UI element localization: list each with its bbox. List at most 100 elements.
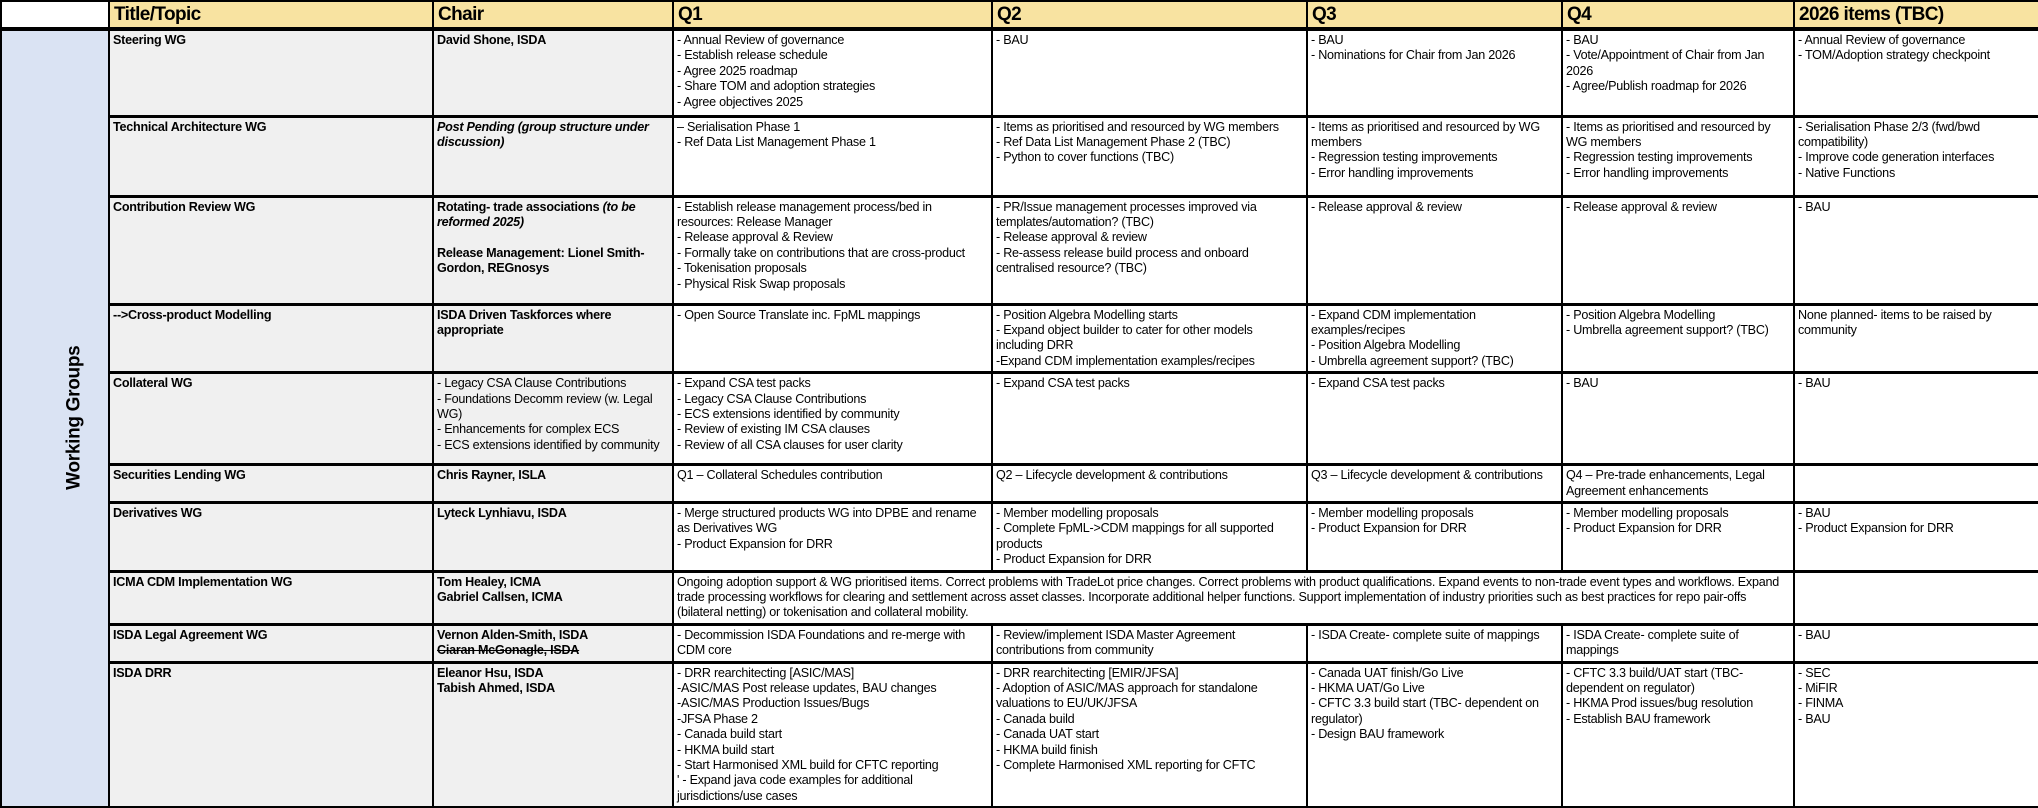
q3-cell: - Expand CDM implementation examples/rec…	[1306, 302, 1563, 374]
list-item: - Position Algebra Modelling starts	[996, 307, 1178, 322]
list-item: - ISDA Create- complete suite of mapping…	[1566, 627, 1739, 658]
list-item: - CFTC 3.3 build start (TBC- dependent o…	[1311, 696, 1539, 726]
table-row: Derivatives WG Lyteck Lynhiavu, ISDA - Mer…	[1, 500, 2038, 573]
list-item: - BAU	[1798, 627, 1831, 642]
chair-line: - ECS extensions identified by community	[437, 438, 669, 453]
topic-title: Contribution Review WG	[108, 194, 434, 305]
list-item: - Product Expansion for DRR	[996, 552, 1152, 567]
list-item: - PR/Issue management processes improved…	[996, 199, 1257, 229]
chair-text: - Enhancements for complex ECS	[437, 422, 620, 437]
q4-cell: - BAU	[1561, 371, 1795, 466]
q4-cell: - CFTC 3.3 build/UAT start (TBC-dependen…	[1561, 660, 1795, 808]
list-item: - Start Harmonised XML build for CFTC re…	[677, 758, 939, 773]
q4-cell: - Release approval & review	[1561, 194, 1795, 305]
q3-cell: Q3 – Lifecycle development & contributio…	[1306, 463, 1563, 504]
list-item: - Release approval & review	[996, 230, 1147, 245]
list-item: - Merge structured products WG into DPBE…	[677, 505, 977, 536]
chair-cell: Chris Rayner, ISLA	[432, 463, 674, 504]
items-2026-cell: - BAU - Product Expansion for DRR	[1793, 500, 2038, 573]
list-item: - Product Expansion for DRR	[1566, 521, 1722, 536]
chair-text: Post Pending (group structure under disc…	[437, 119, 649, 149]
chair-text: Chris Rayner, ISLA	[437, 468, 546, 483]
chair-text: Rotating- trade associations	[437, 199, 603, 214]
q1-cell: – Serialisation Phase 1- Ref Data List M…	[672, 114, 993, 197]
list-item: - Open Source Translate inc. FpML mappin…	[677, 307, 921, 322]
header-q2: Q2	[991, 0, 1308, 31]
list-item: - Re-assess release build process and on…	[996, 245, 1249, 276]
topic-title: ICMA CDM Implementation WG	[108, 569, 434, 626]
chair-cell: ISDA Driven Taskforces where appropriate	[432, 302, 674, 374]
chair-text: Eleanor Hsu, ISDA	[437, 665, 544, 680]
items-2026-cell	[1793, 569, 2038, 626]
items-2026-cell: - BAU	[1793, 371, 2038, 466]
list-item: - DRR rearchitecting [EMIR/JFSA]	[996, 665, 1179, 680]
list-item: - BAU	[1798, 711, 1831, 726]
q1-cell: - Decommission ISDA Foundations and re-m…	[672, 622, 993, 664]
q1-cell: Q1 – Collateral Schedules contribution	[672, 463, 993, 504]
chair-text: Vernon Alden-Smith, ISDA	[437, 627, 588, 642]
list-item: - Regression testing improvements	[1566, 150, 1753, 165]
chair-text: Ciaran McGonagle, ISDA	[437, 643, 580, 658]
table-row: Collateral WG - Legacy CSA Clause Contrib…	[1, 371, 2038, 466]
items-2026-cell: None planned- items to be raised by comm…	[1793, 302, 2038, 374]
list-item: - Expand CSA test packs	[1311, 376, 1445, 391]
chair-cell: Rotating- trade associations (to be refo…	[432, 194, 674, 305]
list-item: - Canada UAT finish/Go Live	[1311, 665, 1464, 680]
q3-cell: - Release approval & review	[1306, 194, 1563, 305]
list-item: - Establish BAU framework	[1566, 711, 1711, 726]
list-item: - HKMA UAT/Go Live	[1311, 681, 1425, 695]
q4-cell: - Position Algebra Modelling - Umbrella a…	[1561, 302, 1795, 374]
topic-title: Collateral WG	[108, 371, 434, 466]
q4-cell: - Items as prioritised and resourced by …	[1561, 114, 1795, 197]
q2-cell: - Expand CSA test packs	[991, 371, 1308, 466]
chair-line: ISDA Driven Taskforces where appropriate	[437, 308, 669, 339]
list-item: - BAU	[1798, 376, 1831, 391]
items-2026-cell: - BAU	[1793, 622, 2038, 664]
list-item: - Expand CSA test packs	[677, 376, 811, 391]
table-row: -->Cross-product Modelling ISDA Driven Ta…	[1, 302, 2038, 374]
q3-cell: - ISDA Create- complete suite of mapping…	[1306, 622, 1563, 664]
list-item: - Release approval & review	[1566, 199, 1717, 214]
list-item: - Establish release management process/b…	[677, 199, 932, 229]
list-item: - Canada build start	[677, 727, 782, 742]
q1-cell: - Merge structured products WG into DPBE…	[672, 500, 993, 573]
chair-cell: Tom Healey, ICMA Gabriel Callsen, ICMA	[432, 569, 674, 626]
table-row: ICMA CDM Implementation WG Tom Healey, IC…	[1, 569, 2038, 626]
list-item: Q1 – Collateral Schedules contribution	[677, 468, 883, 483]
list-item: - Decommission ISDA Foundations and re-m…	[677, 627, 966, 658]
list-item: - Agree/Publish roadmap for 2026	[1566, 79, 1747, 94]
list-item: - Position Algebra Modelling	[1311, 338, 1461, 353]
chair-cell: Vernon Alden-Smith, ISDA Ciaran McGonagle…	[432, 622, 674, 664]
list-item: - Product Expansion for DRR	[1798, 521, 1954, 536]
items-2026-cell: - BAU	[1793, 194, 2038, 305]
chair-text: - Legacy CSA Clause Contributions	[437, 376, 627, 391]
q2-cell: - Member modelling proposals - Complete F…	[991, 500, 1308, 573]
q4-cell: - BAU - Vote/Appointment of Chair from Ja…	[1561, 27, 1795, 117]
working-groups-cell: Working Groups	[0, 27, 110, 808]
list-item: - Legacy CSA Clause Contributions	[677, 391, 867, 406]
list-item: - Agree objectives 2025	[677, 94, 803, 109]
q1-cell: - Establish release management process/b…	[672, 194, 993, 305]
list-item: - Error handling improvements	[1311, 165, 1474, 180]
list-item: - Expand object builder to cater for oth…	[996, 322, 1253, 353]
chair-text: Gabriel Callsen, ICMA	[437, 589, 563, 604]
list-item: -Expand CDM implementation examples/reci…	[996, 353, 1255, 368]
list-item: - DRR rearchitecting [ASIC/MAS]	[677, 665, 855, 680]
list-item: - ISDA Create- complete suite of mapping…	[1311, 627, 1540, 642]
q1-cell: - Open Source Translate inc. FpML mappin…	[672, 302, 993, 374]
items-2026-cell: - Annual Review of governance - TOM/Adopt…	[1793, 27, 2038, 117]
list-item: - Agree 2025 roadmap	[677, 63, 798, 78]
table-row: Securities Lending WG Chris Rayner, ISLA Q…	[1, 463, 2038, 504]
chair-text: Tom Healey, ICMA	[437, 574, 541, 589]
list-item: - Umbrella agreement support? (TBC)	[1311, 353, 1514, 368]
table-row: ISDA DRR Eleanor Hsu, ISDA Tabish Ahmed, I…	[1, 660, 2038, 808]
q2-cell: - Review/implement ISDA Master Agreement…	[991, 622, 1308, 664]
chair-line: Rotating- trade associations (to be refo…	[437, 200, 669, 231]
list-item: - Ref Data List Management Phase 2 (TBC)	[996, 134, 1231, 149]
list-item: - Design BAU framework	[1311, 727, 1445, 742]
list-item: - Expand CSA test packs	[996, 376, 1130, 391]
list-item: - Review of existing IM CSA clauses	[677, 422, 870, 437]
chair-line	[437, 230, 669, 245]
list-item: - Python to cover functions (TBC)	[996, 150, 1174, 165]
list-item: - Native Functions	[1798, 165, 1895, 180]
